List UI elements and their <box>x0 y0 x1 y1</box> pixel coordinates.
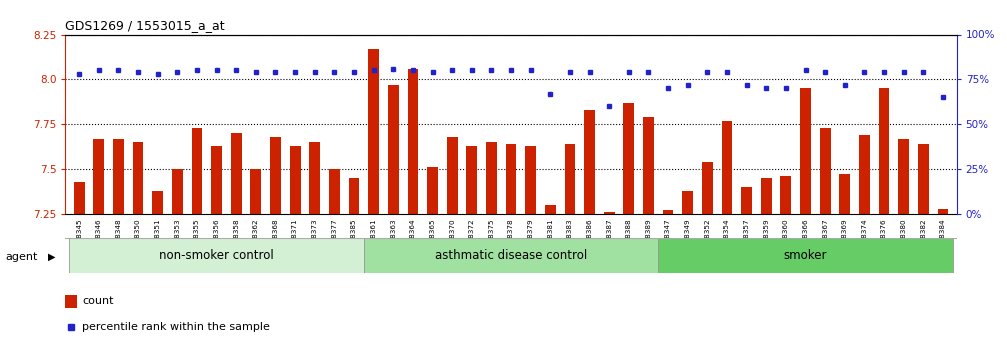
Text: count: count <box>82 296 114 306</box>
Bar <box>604 212 614 214</box>
Bar <box>623 103 634 214</box>
Bar <box>211 146 222 214</box>
Bar <box>152 190 163 214</box>
Bar <box>69 238 364 273</box>
Bar <box>780 176 792 214</box>
Bar <box>938 208 949 214</box>
Bar <box>369 49 379 214</box>
Text: ▶: ▶ <box>48 252 55 262</box>
Bar <box>565 144 575 214</box>
Bar <box>918 144 928 214</box>
Bar <box>741 187 752 214</box>
Bar <box>683 190 693 214</box>
Bar <box>309 142 320 214</box>
Bar <box>408 69 418 214</box>
Bar <box>348 178 359 214</box>
Bar <box>270 137 281 214</box>
Bar <box>447 137 457 214</box>
Bar <box>663 210 674 214</box>
Bar <box>801 88 811 214</box>
Bar <box>74 181 85 214</box>
Bar <box>545 205 556 214</box>
Bar <box>388 85 399 214</box>
Bar <box>722 121 732 214</box>
Bar <box>133 142 143 214</box>
Text: non-smoker control: non-smoker control <box>159 249 274 262</box>
Bar <box>643 117 654 214</box>
Bar <box>65 295 77 308</box>
Bar <box>898 139 909 214</box>
Bar <box>427 167 438 214</box>
Text: GDS1269 / 1553015_a_at: GDS1269 / 1553015_a_at <box>65 19 226 32</box>
Bar <box>761 178 771 214</box>
Bar <box>506 144 517 214</box>
Bar <box>290 146 300 214</box>
Bar <box>526 146 536 214</box>
Bar <box>584 110 595 214</box>
Text: agent: agent <box>5 252 37 262</box>
Bar <box>486 142 496 214</box>
Bar <box>859 135 870 214</box>
Bar <box>466 146 477 214</box>
Text: smoker: smoker <box>783 249 827 262</box>
Bar <box>251 169 261 214</box>
Text: percentile rank within the sample: percentile rank within the sample <box>82 323 270 333</box>
Bar <box>94 139 104 214</box>
Bar <box>231 133 242 214</box>
Bar <box>191 128 202 214</box>
Bar <box>172 169 182 214</box>
Bar <box>840 175 850 214</box>
Text: asthmatic disease control: asthmatic disease control <box>435 249 587 262</box>
Bar <box>329 169 339 214</box>
Bar <box>659 238 953 273</box>
Bar <box>702 162 713 214</box>
Bar <box>820 128 831 214</box>
Bar <box>879 88 889 214</box>
Bar <box>364 238 659 273</box>
Bar <box>113 139 124 214</box>
